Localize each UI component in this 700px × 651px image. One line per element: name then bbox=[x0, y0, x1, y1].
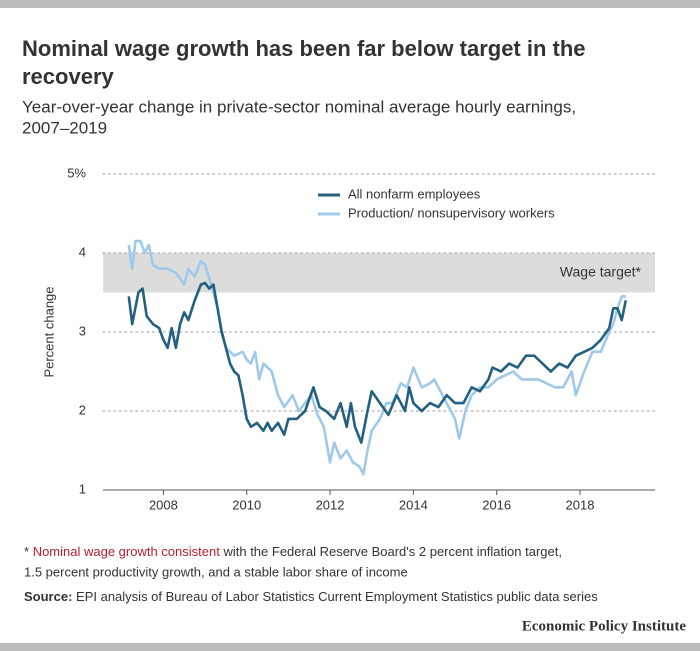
x-tick-label: 2010 bbox=[232, 497, 261, 512]
legend-label: Production/ nonsupervisory workers bbox=[348, 205, 555, 220]
top-bar bbox=[0, 0, 700, 8]
note-highlight: Nominal wage growth consistent bbox=[33, 544, 221, 559]
note-text: with the Federal Reserve Board's 2 perce… bbox=[222, 544, 562, 559]
y-tick-label: 1 bbox=[79, 481, 86, 496]
y-tick-label: 4 bbox=[79, 244, 86, 259]
x-tick-label: 2018 bbox=[566, 497, 595, 512]
footnote: * Nominal wage growth consistent with th… bbox=[24, 544, 562, 559]
x-tick-label: 2008 bbox=[149, 497, 178, 512]
y-tick-label: 2 bbox=[79, 402, 86, 417]
footnote: 1.5 percent productivity growth, and a s… bbox=[24, 564, 408, 579]
target-label: Wage target* bbox=[560, 263, 642, 279]
subtitle: Year-over-year change in private-sector … bbox=[22, 97, 576, 116]
chart-title: Nominal wage growth has been far below t… bbox=[22, 36, 586, 61]
subtitle: 2007–2019 bbox=[22, 118, 107, 137]
bottom-bar bbox=[0, 643, 700, 651]
x-tick-label: 2016 bbox=[482, 497, 511, 512]
y-tick-label: 3 bbox=[79, 323, 86, 338]
y-tick-label: 5% bbox=[67, 165, 86, 180]
y-axis-label: Percent change bbox=[41, 286, 56, 377]
x-tick-label: 2014 bbox=[399, 497, 428, 512]
line-series bbox=[127, 281, 628, 444]
line-series bbox=[127, 239, 626, 476]
brand: Economic Policy Institute bbox=[522, 618, 686, 634]
legend-label: All nonfarm employees bbox=[348, 186, 481, 201]
source-label: Source: bbox=[24, 589, 72, 604]
source: Source: EPI analysis of Bureau of Labor … bbox=[24, 589, 598, 604]
source-text: EPI analysis of Bureau of Labor Statisti… bbox=[76, 589, 598, 604]
chart-title: recovery bbox=[22, 64, 115, 89]
note-marker: * bbox=[24, 544, 29, 559]
x-tick-label: 2012 bbox=[316, 497, 345, 512]
